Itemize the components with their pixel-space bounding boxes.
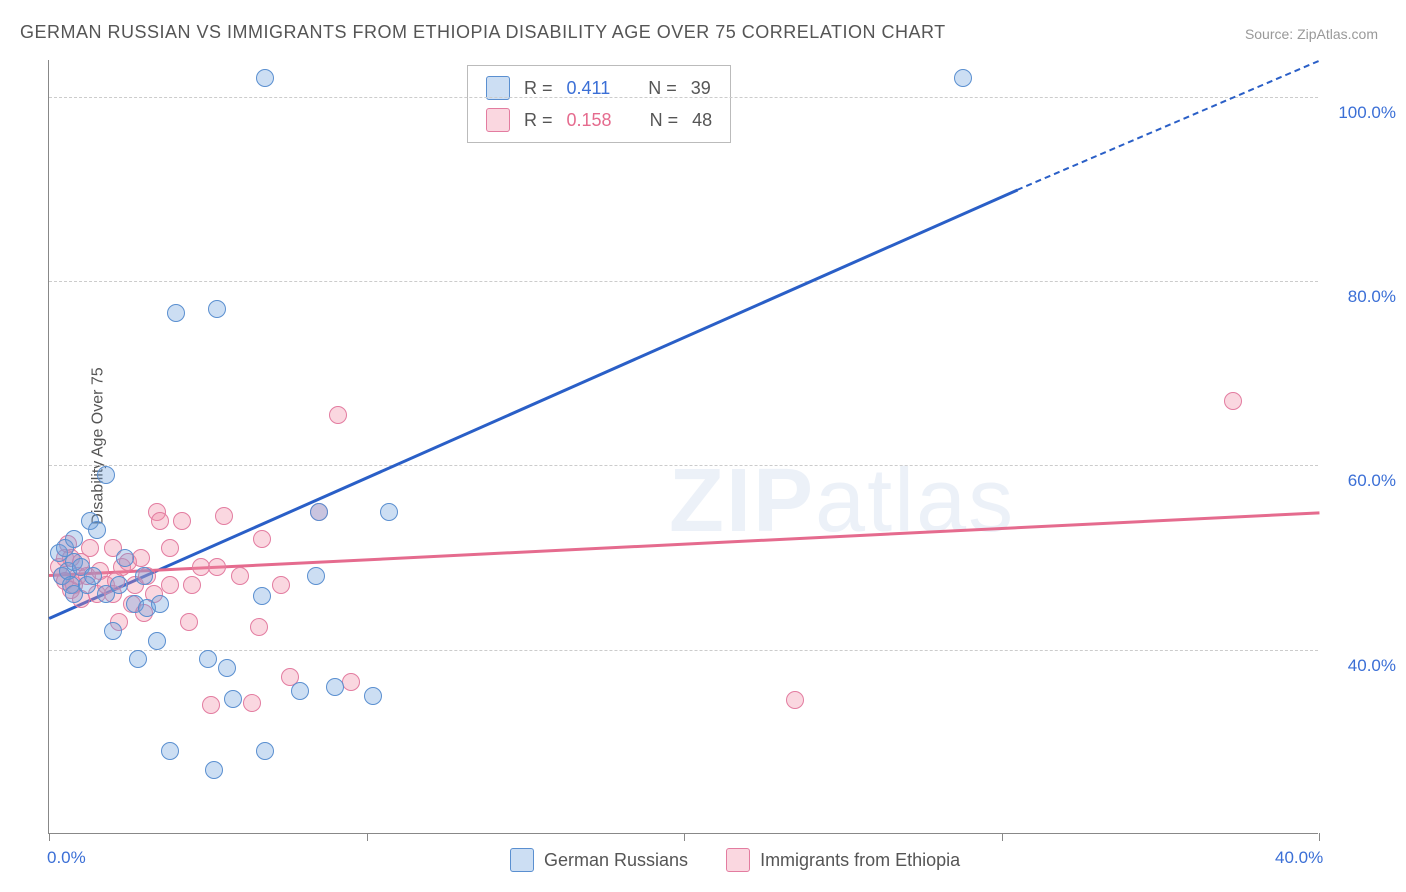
data-point <box>250 618 268 636</box>
series-swatch <box>510 848 534 872</box>
stat-row: R = 0.411 N = 39 <box>468 72 730 104</box>
n-label: N = <box>650 110 679 131</box>
x-tick-label: 0.0% <box>47 848 86 868</box>
data-point <box>173 512 191 530</box>
n-value: 48 <box>692 110 712 131</box>
data-point <box>65 530 83 548</box>
x-tick-mark <box>367 833 368 841</box>
data-point <box>110 576 128 594</box>
legend-item: Immigrants from Ethiopia <box>726 848 960 872</box>
x-tick-mark <box>684 833 685 841</box>
x-tick-mark <box>1002 833 1003 841</box>
data-point <box>161 576 179 594</box>
y-tick-label: 100.0% <box>1338 103 1396 123</box>
y-tick-label: 40.0% <box>1348 656 1396 676</box>
data-point <box>253 530 271 548</box>
gridline <box>49 465 1318 466</box>
data-point <box>97 466 115 484</box>
data-point <box>307 567 325 585</box>
y-tick-label: 80.0% <box>1348 287 1396 307</box>
data-point <box>954 69 972 87</box>
source-label: Source: ZipAtlas.com <box>1245 26 1378 42</box>
y-tick-label: 60.0% <box>1348 471 1396 491</box>
series-swatch <box>726 848 750 872</box>
n-label: N = <box>648 78 677 99</box>
x-tick-label: 40.0% <box>1275 848 1323 868</box>
data-point <box>224 690 242 708</box>
data-point <box>231 567 249 585</box>
data-point <box>786 691 804 709</box>
gridline <box>49 650 1318 651</box>
data-point <box>342 673 360 691</box>
x-tick-mark <box>1319 833 1320 841</box>
data-point <box>167 304 185 322</box>
chart-title: GERMAN RUSSIAN VS IMMIGRANTS FROM ETHIOP… <box>20 22 946 43</box>
gridline <box>49 281 1318 282</box>
r-value: 0.411 <box>567 78 611 99</box>
data-point <box>84 567 102 585</box>
trendline <box>48 189 1017 620</box>
data-point <box>380 503 398 521</box>
series-legend: German Russians Immigrants from Ethiopia <box>510 848 960 872</box>
data-point <box>1224 392 1242 410</box>
r-value: 0.158 <box>567 110 612 131</box>
data-point <box>135 567 153 585</box>
data-point <box>199 650 217 668</box>
data-point <box>183 576 201 594</box>
data-point <box>291 682 309 700</box>
r-label: R = <box>524 110 553 131</box>
data-point <box>116 549 134 567</box>
data-point <box>253 587 271 605</box>
data-point <box>256 69 274 87</box>
data-point <box>129 650 147 668</box>
data-point <box>208 558 226 576</box>
trendline-extrapolated <box>1017 60 1319 191</box>
correlation-stat-box: R = 0.411 N = 39 R = 0.158 N = 48 <box>467 65 731 143</box>
data-point <box>329 406 347 424</box>
data-point <box>272 576 290 594</box>
data-point <box>81 539 99 557</box>
data-point <box>208 300 226 318</box>
data-point <box>218 659 236 677</box>
data-point <box>161 539 179 557</box>
data-point <box>202 696 220 714</box>
legend-item: German Russians <box>510 848 688 872</box>
data-point <box>326 678 344 696</box>
data-point <box>104 622 122 640</box>
data-point <box>256 742 274 760</box>
series-swatch <box>486 108 510 132</box>
data-point <box>151 512 169 530</box>
data-point <box>243 694 261 712</box>
data-point <box>161 742 179 760</box>
r-label: R = <box>524 78 553 99</box>
x-tick-mark <box>49 833 50 841</box>
data-point <box>205 761 223 779</box>
gridline <box>49 97 1318 98</box>
data-point <box>364 687 382 705</box>
data-point <box>88 521 106 539</box>
stat-row: R = 0.158 N = 48 <box>468 104 730 136</box>
data-point <box>180 613 198 631</box>
data-point <box>151 595 169 613</box>
data-point <box>310 503 328 521</box>
data-point <box>215 507 233 525</box>
plot-area: ZIPatlas R =0.411N =39R =0.158N =48 40.0… <box>48 60 1318 834</box>
legend-label: German Russians <box>544 850 688 871</box>
data-point <box>132 549 150 567</box>
data-point <box>148 632 166 650</box>
n-value: 39 <box>691 78 711 99</box>
legend-label: Immigrants from Ethiopia <box>760 850 960 871</box>
